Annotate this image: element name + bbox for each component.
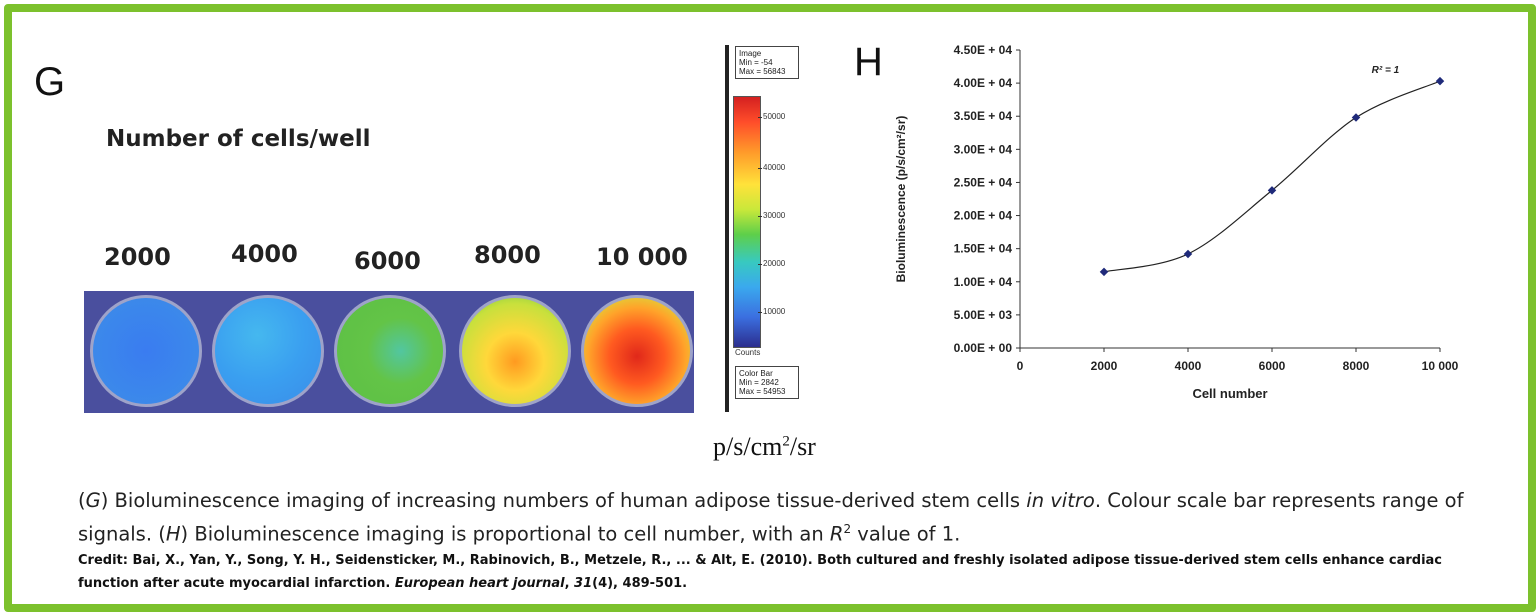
well-label-8000: 8000 [474, 241, 541, 269]
y-tick-label: 2.00E + 04 [954, 209, 1013, 223]
y-tick-label: 4.00E + 04 [954, 76, 1013, 90]
credit-text: Credit: Bai, X., Yan, Y., Song, Y. H., S… [78, 553, 1442, 591]
bioluminescence-plate-image [84, 291, 694, 413]
well-2000 [90, 295, 202, 407]
data-point [1099, 267, 1109, 277]
colorbar-tick-20000: 20000 [757, 259, 786, 268]
caption-h-ref: H [165, 522, 181, 546]
trend-line [1103, 80, 1441, 273]
cell-number-chart: 0.00E + 00 5.00E + 03 1.00E + 04 1.50E + 04… [894, 43, 1459, 401]
caption-text: . Colour scale bar represents range of s… [78, 489, 1464, 546]
unit-label-tail: /sr [789, 432, 816, 461]
figure-credit: Credit: Bai, X., Yan, Y., Song, Y. H., S… [78, 549, 1498, 595]
caption-text: value of 1. [851, 522, 961, 546]
well-label-6000: 6000 [354, 247, 421, 275]
well-label-10000: 10 000 [596, 243, 688, 271]
y-axis-title: Bioluminescence (p/s/cm²/sr) [894, 116, 908, 283]
y-tick-label: 1.00E + 04 [954, 275, 1013, 289]
caption-text: ) Bioluminescence imaging is proportiona… [180, 522, 830, 546]
panel-g-letter: G [34, 60, 66, 104]
colorbar-tick-50000: 50000 [757, 112, 786, 121]
caption-g-ref: G [85, 489, 101, 512]
y-tick-label: 0.00E + 00 [954, 341, 1013, 355]
y-tick-label: 3.00E + 04 [954, 142, 1013, 156]
colorbar-box-max: Max = 54953 [739, 387, 786, 396]
image-min-max-box: Image Min = -54 Max = 56843 [735, 46, 799, 79]
y-tick-label: 1.50E + 04 [954, 242, 1013, 256]
colorbar-box-title: Color Bar [739, 369, 773, 378]
unit-label: p/s/cm2/sr [713, 432, 816, 462]
x-tick-label: 4000 [1175, 359, 1202, 373]
well-4000 [212, 295, 324, 407]
caption-text: ) Bioluminescence imaging of increasing … [100, 489, 1027, 512]
x-axis-title: Cell number [1192, 386, 1267, 401]
panel-h-letter: H [854, 40, 883, 84]
data-point [1183, 249, 1193, 259]
credit-text: (4), 489-501. [592, 576, 688, 591]
well-6000 [334, 295, 446, 407]
colorbar-tick-40000: 40000 [757, 163, 786, 172]
colorbar-divider [725, 45, 729, 412]
colorbar-counts-label: Counts [735, 348, 761, 357]
unit-label-sup: 2 [782, 433, 790, 450]
data-point [1435, 76, 1445, 86]
color-scale-bar [733, 96, 761, 348]
caption-r-symbol: R [829, 522, 844, 546]
image-box-title: Image [739, 49, 762, 58]
caption-r-sup: 2 [843, 522, 852, 536]
caption-in-vitro: in vitro [1026, 489, 1095, 512]
credit-journal: European heart journal [394, 576, 565, 591]
caption-text: ( [78, 489, 86, 512]
colorbar-min-max-box: Color Bar Min = 2842 Max = 54953 [735, 366, 799, 399]
credit-volume: 31 [574, 576, 593, 591]
colorbar-box-min: Min = 2842 [739, 378, 779, 387]
x-tick-label: 0 [1017, 359, 1024, 373]
x-tick-label: 10 000 [1422, 359, 1459, 373]
y-tick-label: 4.50E + 04 [954, 43, 1013, 57]
x-tick-label: 8000 [1343, 359, 1370, 373]
unit-label-base: p/s/cm [713, 432, 783, 461]
x-tick-label: 2000 [1091, 359, 1118, 373]
image-box-max: Max = 56843 [739, 67, 786, 76]
data-point [1351, 113, 1361, 122]
colorbar-tick-10000: 10000 [757, 307, 786, 316]
well-10000 [581, 295, 693, 407]
image-box-min: Min = -54 [739, 58, 773, 67]
y-tick-label: 2.50E + 04 [954, 175, 1013, 189]
r-squared-annotation: R² = 1 [1372, 65, 1400, 76]
well-label-4000: 4000 [231, 240, 298, 268]
well-8000 [459, 295, 571, 407]
x-tick-label: 6000 [1259, 359, 1286, 373]
y-tick-label: 5.00E + 03 [954, 308, 1013, 322]
y-tick-label: 3.50E + 04 [954, 109, 1013, 123]
well-label-2000: 2000 [104, 243, 171, 271]
cells-per-well-title: Number of cells/well [106, 126, 371, 152]
credit-text: , [564, 576, 575, 591]
colorbar-tick-30000: 30000 [757, 211, 786, 220]
figure-caption: (G) Bioluminescence imaging of increasin… [78, 486, 1498, 549]
